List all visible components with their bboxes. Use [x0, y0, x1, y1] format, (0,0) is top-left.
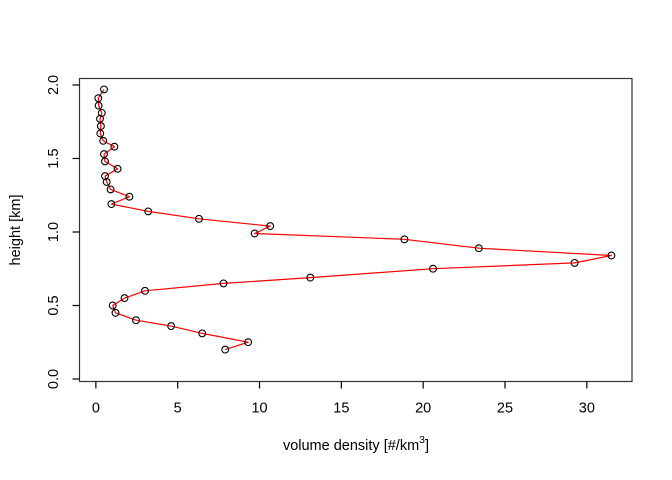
- data-point: [113, 164, 122, 173]
- data-point: [607, 251, 616, 260]
- data-point: [94, 94, 103, 103]
- data-point: [96, 129, 105, 138]
- data-point: [144, 207, 153, 216]
- y-tick-label: 1.5: [46, 148, 62, 168]
- data-point: [110, 142, 119, 151]
- data-point: [198, 329, 207, 338]
- profile-line: [97, 89, 613, 351]
- data-point: [244, 338, 253, 347]
- data-point: [94, 101, 103, 110]
- x-axis-label: volume density [#/km3]: [283, 434, 429, 454]
- x-tick-label: 30: [579, 401, 595, 417]
- x-tick-label: 20: [415, 401, 431, 417]
- data-point: [96, 122, 105, 131]
- data-point: [141, 286, 149, 295]
- data-point: [101, 157, 109, 166]
- data-point: [306, 273, 315, 282]
- data-point: [167, 322, 176, 331]
- data-point: [100, 150, 108, 159]
- data-point: [111, 308, 120, 317]
- data-point: [400, 235, 409, 244]
- data-point: [195, 214, 203, 223]
- y-tick-label: 2.0: [46, 75, 62, 95]
- x-tick-label: 15: [333, 401, 349, 417]
- y-tick-label: 1.0: [46, 222, 62, 242]
- x-tick-label: 5: [174, 401, 182, 417]
- data-point: [97, 108, 106, 117]
- data-point: [429, 264, 437, 273]
- y-tick-label: 0.5: [46, 295, 62, 315]
- data-point: [221, 345, 230, 354]
- data-point: [132, 316, 140, 325]
- data-point: [219, 279, 228, 288]
- data-point: [108, 301, 117, 310]
- y-tick-label: 0.0: [46, 369, 62, 389]
- data-point: [266, 222, 275, 231]
- data-point: [250, 229, 259, 238]
- data-point: [125, 192, 134, 201]
- data-point: [570, 258, 579, 267]
- data-point: [107, 200, 116, 209]
- data-point: [106, 185, 115, 194]
- data-point: [101, 172, 109, 181]
- y-axis-label: height [km]: [8, 195, 24, 266]
- x-tick-label: 10: [251, 401, 267, 417]
- data-point: [474, 244, 483, 253]
- data-point: [100, 85, 108, 94]
- data-point: [120, 294, 129, 303]
- x-tick-label: 25: [497, 401, 513, 417]
- x-tick-label: 0: [92, 401, 100, 417]
- plot-box: [78, 77, 633, 383]
- data-point: [99, 136, 108, 145]
